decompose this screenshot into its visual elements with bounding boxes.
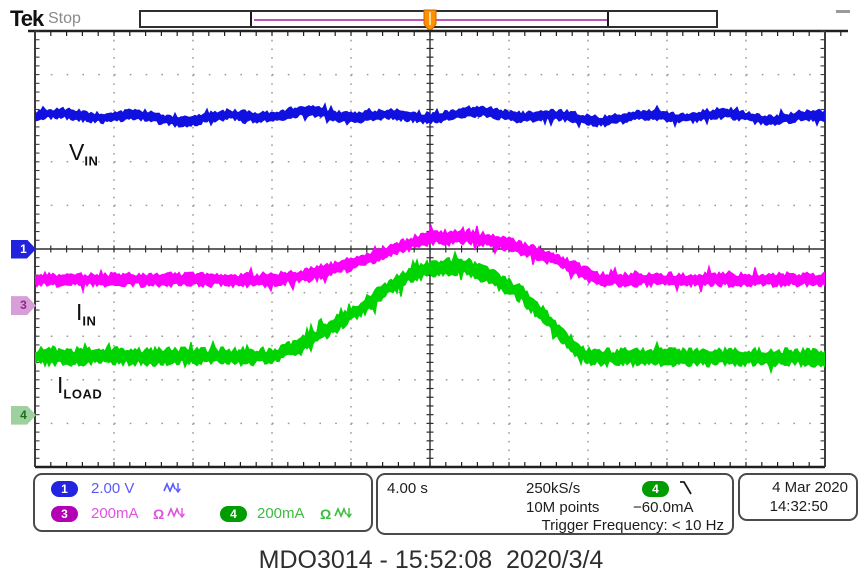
ch4-impedance: Ω [320,506,332,522]
label-vin: VIN [69,139,99,169]
ch4-badge: 4 [220,506,247,522]
ch3-impedance: Ω [153,506,165,522]
ch1-bandwidth-icon [163,481,181,494]
date-readout: 4 Mar 2020 [772,479,848,496]
figure-caption: MDO3014 - 15:52:08 2020/3/4 [258,546,604,574]
sample-rate-readout: 250kS/s [526,480,581,497]
ch3-waveform [35,223,825,294]
trigger-level-readout: −60.0mA [633,499,694,516]
timebase-readout: 4.00 s [387,480,428,497]
falling-edge-icon [680,481,692,495]
label-iin: IIN [76,299,97,329]
ch1-badge: 1 [51,481,78,497]
trigger-position-marker-icon [423,9,437,33]
ch3-bandwidth-icon [167,506,185,519]
record-window-left-bracket [250,12,252,26]
channel-3-ground-marker: 3 [11,296,36,316]
datetime-box: 4 Mar 2020 14:32:50 [738,473,858,521]
ch4-scale: 200mA [257,505,305,522]
ch4-bandwidth-icon [334,506,352,519]
record-window-right-bracket [607,12,609,26]
tek-logo: Tek [10,6,44,31]
trigger-frequency-readout: Trigger Frequency: < 10 Hz [541,517,724,534]
channel-1-ground-marker: 1 [11,239,36,259]
channel-readout-box: 1 2.00 V 3 200mA Ω 4 200mA Ω [33,473,373,532]
ch1-scale: 2.00 V [91,480,135,497]
graticule-and-waveforms [28,29,848,469]
label-iload: ILOAD [57,372,103,402]
acquisition-status: Stop [48,10,81,27]
top-right-dash [836,10,850,13]
ch3-scale: 200mA [91,505,139,522]
time-readout: 14:32:50 [769,498,828,515]
horizontal-trigger-box: 4.00 s 250kS/s 4 10M points −60.0mA Trig… [376,473,734,535]
trigger-source-badge: 4 [642,481,669,497]
ch1-waveform [35,102,825,129]
ch3-badge: 3 [51,506,78,522]
channel-4-ground-marker: 4 [11,405,36,425]
record-length-readout: 10M points [526,499,600,516]
ch4-waveform [35,249,825,375]
